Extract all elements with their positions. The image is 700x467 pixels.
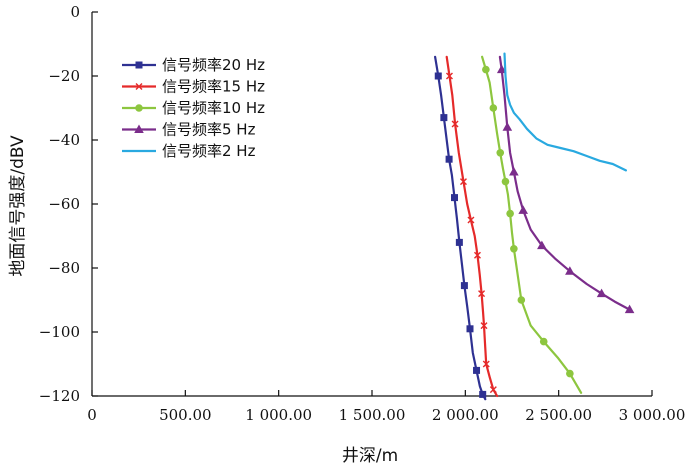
data-point — [460, 282, 468, 290]
legend: 信号频率20 Hz 信号频率15 Hz 信号频率10 Hz 信号频率5 Hz 信号频率2… — [122, 56, 265, 160]
axis-ticks: 0 −20 −40 −60 −80 −100 −120 0 500.00 1 000.00 1 50… — [39, 3, 686, 424]
legend-item: 信号频率20 Hz — [122, 56, 265, 74]
data-point — [440, 114, 448, 122]
y-tick-label: −60 — [48, 195, 80, 213]
legend-item: 信号频率15 Hz — [122, 78, 265, 96]
data-point — [134, 124, 144, 133]
plot-area: 0 −20 −40 −60 −80 −100 −120 0 500.00 1 000.00 1 50… — [39, 3, 686, 424]
x-tick-label: 2 500.00 — [525, 406, 592, 424]
y-axis-title: 地面信号强度/dBV — [8, 135, 28, 277]
legend-label: 信号频率20 Hz — [162, 56, 265, 74]
data-point — [566, 369, 574, 378]
legend-label: 信号频率5 Hz — [162, 121, 256, 139]
data-point — [455, 238, 463, 246]
data-point — [135, 61, 143, 69]
x-tick-label: 1 500.00 — [339, 406, 406, 424]
data-point — [489, 104, 498, 112]
legend-label: 信号频率10 Hz — [162, 99, 265, 117]
data-point — [489, 386, 497, 394]
series-4 — [496, 55, 635, 314]
data-point — [434, 72, 442, 80]
data-point — [479, 390, 487, 398]
legend-label: 信号频率2 Hz — [162, 142, 256, 160]
data-point — [496, 64, 507, 74]
data-point — [482, 360, 490, 368]
legend-label: 信号频率15 Hz — [162, 78, 265, 96]
data-point — [480, 322, 488, 330]
data-point — [518, 205, 528, 214]
data-point — [466, 325, 474, 333]
y-tick-label: −120 — [39, 387, 80, 405]
data-point — [445, 155, 453, 163]
data-point — [539, 337, 548, 346]
series-line — [434, 55, 487, 401]
data-point — [482, 65, 490, 74]
y-tick-label: −100 — [39, 323, 80, 341]
data-point — [473, 251, 481, 259]
y-tick-label: −20 — [48, 67, 80, 85]
x-tick-label: 1 000.00 — [245, 406, 312, 424]
series-layer — [434, 52, 635, 401]
data-point — [502, 122, 513, 131]
data-point — [537, 240, 547, 250]
data-point — [565, 266, 575, 275]
x-tick-label: 500.00 — [159, 406, 212, 424]
series-1 — [434, 55, 487, 401]
x-tick-label: 0 — [87, 406, 97, 424]
data-point — [135, 104, 143, 112]
data-point — [624, 304, 635, 314]
data-point — [135, 83, 143, 90]
data-point — [496, 149, 505, 157]
data-point — [459, 178, 467, 186]
x-tick-label: 2 000.00 — [432, 406, 499, 424]
series-line — [498, 55, 631, 311]
x-axis-title: 井深/m — [342, 446, 398, 466]
legend-item: 信号频率2 Hz — [122, 142, 256, 160]
series-2 — [445, 55, 499, 398]
data-point — [510, 245, 518, 253]
data-point — [596, 288, 607, 298]
data-point — [445, 72, 453, 80]
series-3 — [481, 55, 583, 394]
x-tick-label: 3 000.00 — [619, 406, 686, 424]
data-point — [478, 290, 486, 298]
y-tick-label: −40 — [48, 131, 80, 149]
legend-item: 信号频率10 Hz — [122, 99, 265, 117]
data-point — [473, 366, 481, 374]
legend-item: 信号频率5 Hz — [122, 121, 256, 139]
y-tick-label: 0 — [70, 3, 80, 21]
data-point — [506, 209, 514, 218]
y-tick-label: −80 — [48, 259, 80, 277]
data-point — [509, 167, 519, 176]
series-line — [503, 52, 628, 172]
data-point — [451, 194, 459, 202]
series-5 — [503, 52, 628, 172]
data-point — [451, 120, 459, 128]
data-point — [467, 216, 475, 224]
data-point — [501, 177, 510, 186]
data-point — [517, 296, 526, 304]
